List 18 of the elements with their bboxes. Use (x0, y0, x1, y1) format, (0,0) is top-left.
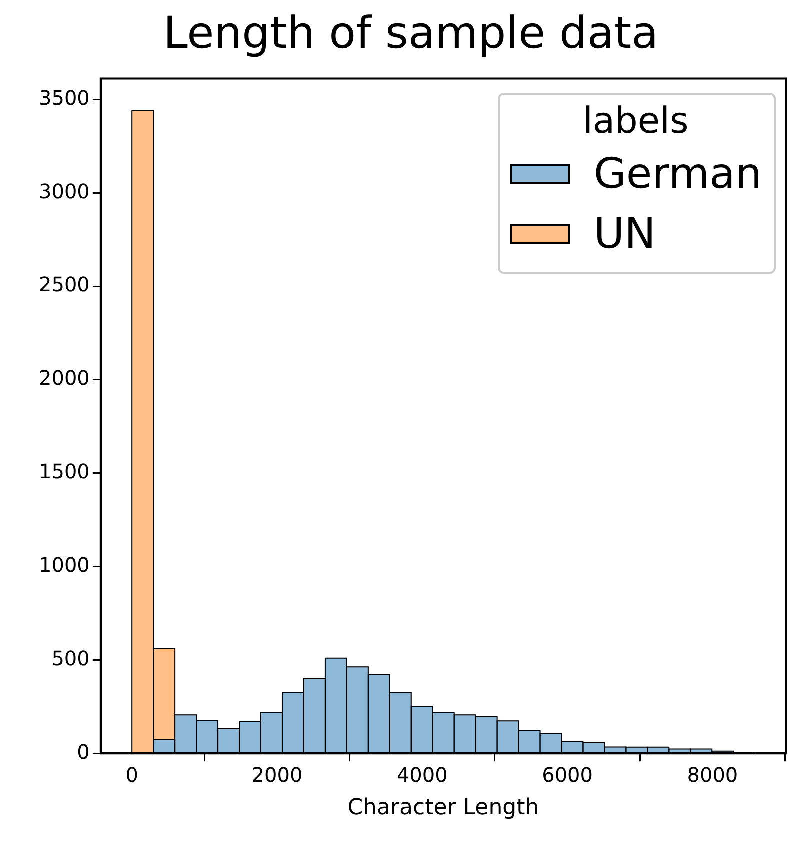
x-tick-label: 2000 (252, 762, 303, 787)
y-tick-label: 3000 (38, 179, 90, 204)
y-tick-label: 1000 (38, 552, 90, 577)
x-axis-title: Character Length (348, 796, 540, 821)
y-tick-label: 3500 (38, 86, 90, 110)
x-tick-label: 0 (126, 762, 138, 787)
y-tick-label: 0 (77, 740, 90, 764)
y-tick-label: 500 (52, 646, 90, 670)
legend-label: UN (594, 208, 656, 260)
y-tick-label: 2500 (38, 272, 90, 297)
x-tick-label: 4000 (396, 762, 448, 787)
y-tick-label: 1500 (38, 460, 90, 484)
legend-title: labels (582, 100, 690, 142)
y-tick-label: 2000 (38, 366, 90, 390)
x-tick-label: 8000 (687, 762, 738, 787)
x-tick-label: 6000 (542, 762, 594, 787)
legend-label: German (594, 148, 762, 200)
chart-title: Length of sample data (163, 8, 659, 59)
